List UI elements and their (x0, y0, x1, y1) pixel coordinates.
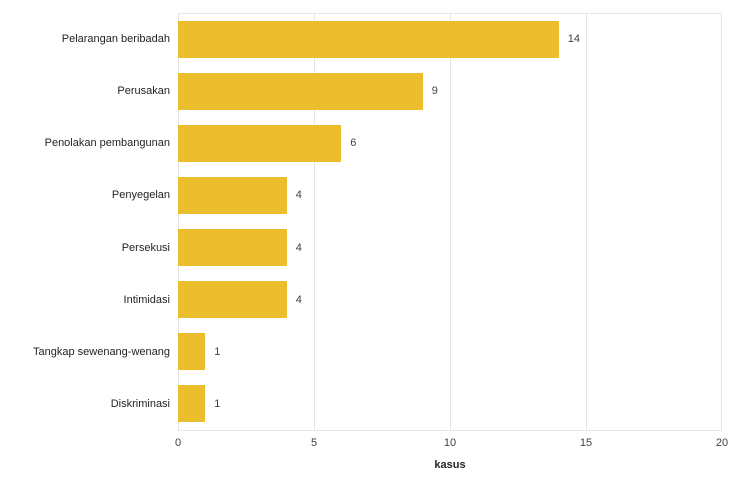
value-label: 4 (295, 293, 302, 306)
gridline-x-5 (314, 14, 315, 430)
bar (178, 333, 206, 371)
category-label: Intimidasi (123, 293, 170, 306)
bar-row: Intimidasi 4 (0, 274, 740, 326)
category-label: Persekusi (121, 241, 170, 254)
x-tick-label: 20 (715, 437, 729, 449)
value-label: 14 (567, 33, 581, 46)
bar-row: Tangkap sewenang-wenang 1 (0, 326, 740, 378)
bar (178, 176, 287, 214)
bar-track: 4 (178, 281, 722, 319)
value-label: 4 (295, 241, 302, 254)
x-tick-label: 0 (174, 437, 182, 449)
gridline-x-15 (586, 14, 587, 430)
bar-track: 1 (178, 333, 722, 371)
bar-rows: Pelarangan beribadah 14 Perusakan 9 Penolaka… (0, 13, 740, 430)
bar (178, 385, 206, 423)
bar (178, 229, 287, 267)
category-label: Diskriminasi (110, 397, 170, 410)
x-tick-label: 5 (310, 437, 318, 449)
bar-row: Penolakan pembangunan 6 (0, 117, 740, 169)
bar (178, 281, 287, 319)
bar-row: Persekusi 4 (0, 222, 740, 274)
bar (178, 20, 559, 58)
bar-row: Perusakan 9 (0, 65, 740, 117)
value-label: 9 (431, 85, 438, 98)
bar (178, 124, 342, 162)
category-label: Pelarangan beribadah (61, 33, 170, 46)
value-label: 1 (214, 397, 221, 410)
category-label: Penolakan pembangunan (44, 137, 170, 150)
bar-track: 4 (178, 229, 722, 267)
bar-track: 1 (178, 385, 722, 423)
bar (178, 72, 423, 110)
bar-track: 14 (178, 20, 722, 58)
gridline-x-10 (450, 14, 451, 430)
category-label: Penyegelan (111, 189, 170, 202)
gridline-x-20 (721, 14, 722, 430)
bar-track: 9 (178, 72, 722, 110)
plot-area (178, 13, 722, 430)
bar-row: Pelarangan beribadah 14 (0, 13, 740, 65)
bar-row: Diskriminasi 1 (0, 378, 740, 430)
value-label: 1 (214, 345, 221, 358)
gridline-x-0 (178, 14, 179, 430)
x-axis-title: kasus (434, 459, 466, 471)
value-label: 6 (350, 137, 357, 150)
x-tick-label: 10 (443, 437, 457, 449)
value-label: 4 (295, 189, 302, 202)
bar-track: 6 (178, 124, 722, 162)
x-axis-line (178, 430, 722, 431)
category-label: Perusakan (117, 85, 170, 98)
bar-row: Penyegelan 4 (0, 169, 740, 221)
bar-track: 4 (178, 176, 722, 214)
x-tick-label: 15 (579, 437, 593, 449)
category-label: Tangkap sewenang-wenang (33, 345, 170, 358)
